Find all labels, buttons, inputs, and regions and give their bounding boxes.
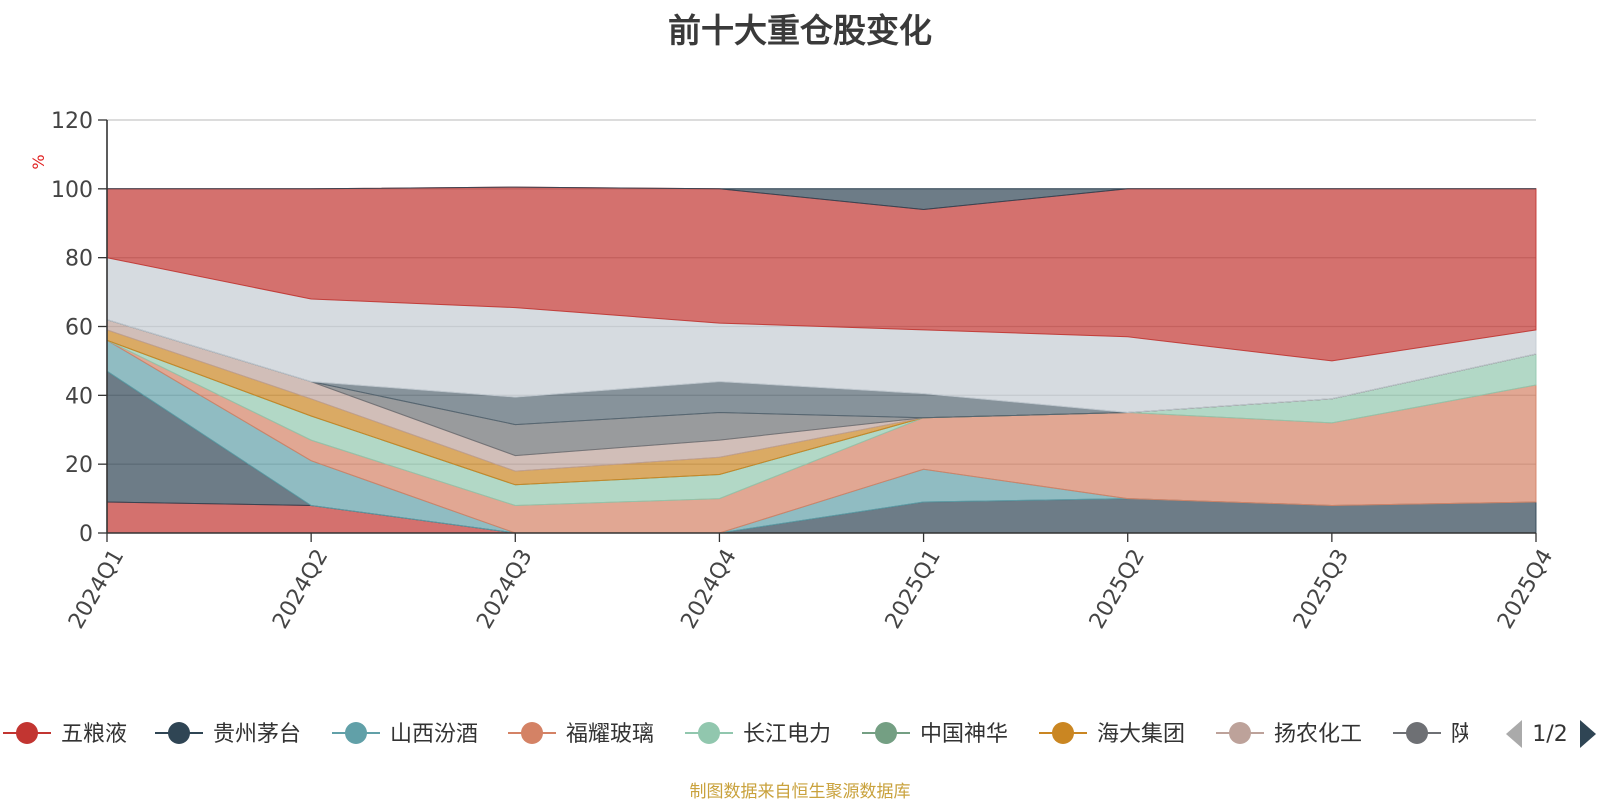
chart-title: 前十大重仓股变化 <box>668 11 932 50</box>
legend-item[interactable]: 陕西 <box>1393 722 1495 747</box>
legend-label: 中国神华 <box>920 722 1008 747</box>
legend-circle-icon <box>1229 722 1251 744</box>
y-tick-label: 120 <box>51 109 93 134</box>
x-tick-label: 2024Q1 <box>64 545 129 633</box>
legend-circle-icon <box>698 722 720 744</box>
x-tick-label: 2024Q4 <box>676 545 741 633</box>
legend-label: 山西汾酒 <box>390 722 478 747</box>
legend-circle-icon <box>521 722 543 744</box>
x-tick-label: 2025Q1 <box>881 545 946 633</box>
area-series-12 <box>107 186 1536 211</box>
legend-circle-icon <box>168 722 190 744</box>
legend-circle-icon <box>1052 722 1074 744</box>
legend-item[interactable]: 五粮液 <box>3 722 127 747</box>
legend-circle-icon <box>1406 722 1428 744</box>
y-tick-label: 80 <box>65 247 93 272</box>
legend-circle-icon <box>345 722 367 744</box>
legend-label: 福耀玻璃 <box>566 722 654 747</box>
x-tick-label: 2024Q3 <box>472 545 537 633</box>
legend-label: 海大集团 <box>1097 722 1185 747</box>
legend-item[interactable]: 海大集团 <box>1039 722 1185 747</box>
legend-label: 扬农化工 <box>1274 722 1362 747</box>
legend-label: 贵州茅台 <box>213 722 301 747</box>
x-tick-label: 2025Q2 <box>1085 545 1150 633</box>
legend-prev-arrow-icon[interactable] <box>1506 720 1522 748</box>
legend-circle-icon <box>875 722 897 744</box>
x-tick-label: 2025Q4 <box>1493 545 1558 633</box>
y-tick-label: 40 <box>65 384 93 409</box>
y-tick-label: 100 <box>51 178 93 203</box>
legend-page-indicator: 1/2 <box>1532 722 1567 747</box>
y-tick-label: 20 <box>65 453 93 478</box>
y-tick-label: 60 <box>65 316 93 341</box>
legend-item[interactable]: 长江电力 <box>685 722 831 747</box>
data-source-note: 制图数据来自恒生聚源数据库 <box>689 782 911 802</box>
legend[interactable]: 五粮液 贵州茅台 山西汾酒 福耀玻璃 长江电力 中国神华 海大集团 扬农化工 陕西 1/2 <box>3 720 1596 748</box>
legend-item[interactable]: 中国神华 <box>862 722 1008 747</box>
series-areas <box>106 186 1537 534</box>
legend-item[interactable]: 贵州茅台 <box>155 722 301 747</box>
legend-item[interactable]: 福耀玻璃 <box>508 722 654 747</box>
y-tick-label: 0 <box>79 522 93 547</box>
legend-circle-icon <box>16 722 38 744</box>
legend-next-arrow-icon[interactable] <box>1580 720 1596 748</box>
legend-label: 陕西 <box>1451 722 1495 747</box>
x-tick-label: 2024Q2 <box>268 545 333 633</box>
legend-label: 长江电力 <box>743 722 831 747</box>
legend-item[interactable]: 山西汾酒 <box>332 722 478 747</box>
legend-item[interactable]: 扬农化工 <box>1216 722 1362 747</box>
legend-label: 五粮液 <box>61 722 127 747</box>
y-axis-unit-label: % <box>29 154 48 169</box>
x-tick-label: 2025Q3 <box>1289 545 1354 633</box>
